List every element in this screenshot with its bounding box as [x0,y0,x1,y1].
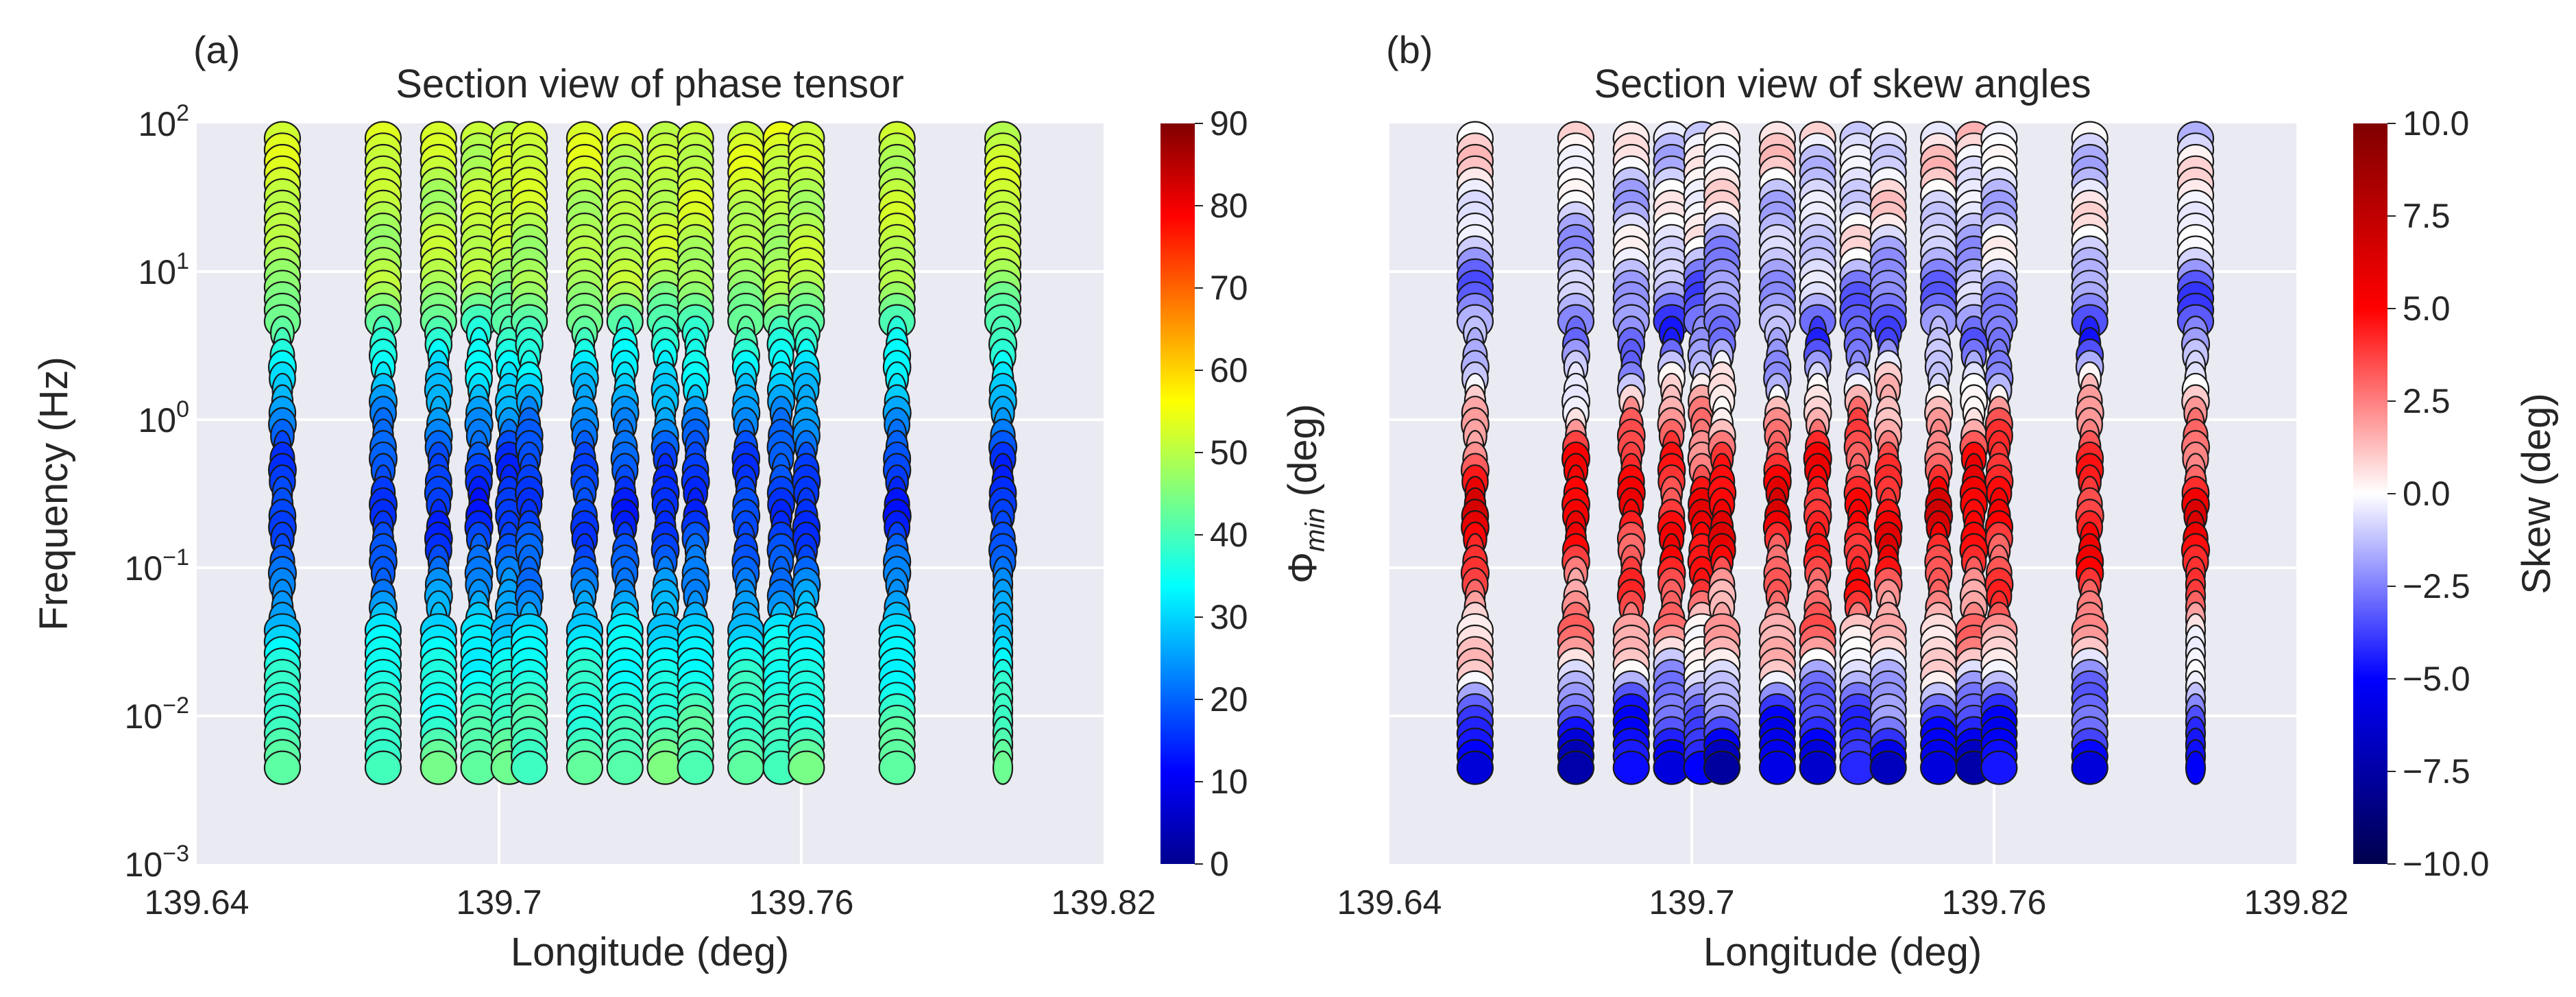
colorbar-a-gradient [1161,123,1195,864]
panel-a-colorbar: 0 10 20 30 40 50 60 70 80 90 Φmin (deg) [1161,104,1330,883]
y-tick-label-1e-1: 10−1 [125,544,189,588]
panel-a-markers [263,121,1022,785]
data-marker [1869,750,1907,785]
panel-a-x-ticks: 139.64 139.7 139.76 139.82 [145,883,1156,922]
colorbar-tick-label: 80 [1210,187,1248,225]
x-tick-label-139-76: 139.76 [749,883,854,922]
data-marker [727,750,765,785]
panel-a-x-axis-label: Longitude (deg) [511,930,789,974]
data-marker [1758,750,1797,785]
data-marker [510,750,548,785]
panel-b: (b) Section view of skew angles 139.64 1… [1337,28,2559,974]
colorbar-tick-label: 60 [1210,351,1248,389]
data-marker [2185,750,2207,785]
colorbar-tick-label: 7.5 [2403,197,2451,235]
colorbar-tick-label: 70 [1210,269,1248,307]
colorbar-tick-label: −7.5 [2403,752,2470,791]
x-tick-label-139-7: 139.7 [1649,883,1734,922]
data-marker [1557,750,1595,785]
colorbar-b-label: Skew (deg) [2514,393,2559,594]
data-marker [1980,750,2018,785]
y-tick-label-1e1: 101 [138,248,189,291]
panel-a-label: (a) [193,28,240,71]
colorbar-tick-label: 20 [1210,680,1248,719]
data-marker [1456,750,1494,785]
data-marker [566,750,604,785]
data-marker [1703,750,1741,785]
colorbar-tick-label: 50 [1210,433,1248,472]
data-marker [677,750,714,785]
panel-a-y-ticks: 102 101 100 10−1 10−2 10−3 [125,100,189,884]
colorbar-tick-label: −2.5 [2403,567,2470,605]
data-marker [788,750,825,785]
colorbar-a-label: Φmin (deg) [1280,404,1330,584]
data-marker [420,750,457,785]
data-marker [606,750,644,785]
data-marker [263,750,302,785]
panel-b-title: Section view of skew angles [1594,62,2091,106]
data-marker [1612,750,1650,785]
x-tick-label-139-7: 139.7 [456,883,542,922]
data-marker [364,750,402,785]
colorbar-tick-label: −5.0 [2403,660,2470,698]
panel-b-x-ticks: 139.64 139.7 139.76 139.82 [1337,883,2349,922]
panel-a-title: Section view of phase tensor [396,62,904,106]
panel-a: (a) Section view of phase tensor 102 101… [32,28,1330,974]
data-marker [992,750,1014,785]
panel-b-x-axis-label: Longitude (deg) [1703,930,1982,974]
panel-a-y-axis-label: Frequency (Hz) [32,357,76,631]
colorbar-tick-label: 0.0 [2403,475,2451,513]
x-tick-label-139-82: 139.82 [2244,883,2349,922]
y-tick-label-1e0: 100 [138,396,189,440]
colorbar-b-ticks: −10.0 −7.5 −5.0 −2.5 0.0 2.5 5.0 7.5 10.0 [2387,104,2490,883]
colorbar-tick-label: 40 [1210,516,1248,554]
y-tick-label-1e2: 102 [138,100,189,143]
panel-b-colorbar: −10.0 −7.5 −5.0 −2.5 0.0 2.5 5.0 7.5 10.0 Skew (… [2353,104,2559,883]
colorbar-tick-label: 5.0 [2403,289,2451,328]
colorbar-a-ticks: 0 10 20 30 40 50 60 70 80 90 [1195,104,1248,883]
y-tick-label-1e-2: 10−2 [125,693,189,736]
x-tick-label-139-64: 139.64 [1337,883,1442,922]
data-marker [2071,750,2109,785]
data-marker [1920,750,1958,785]
colorbar-tick-label: 0 [1210,845,1229,883]
panel-b-markers [1456,121,2215,785]
data-marker [1799,750,1836,785]
colorbar-tick-label: 10.0 [2403,104,2469,143]
data-marker [878,750,916,785]
colorbar-tick-label: −10.0 [2403,845,2490,883]
y-tick-label-1e-3: 10−3 [125,841,189,884]
colorbar-tick-label: 10 [1210,762,1248,801]
x-tick-label-139-82: 139.82 [1052,883,1156,922]
colorbar-tick-label: 2.5 [2403,382,2451,420]
x-tick-label-139-76: 139.76 [1942,883,2047,922]
panel-b-label: (b) [1386,28,1433,71]
x-tick-label-139-64: 139.64 [145,883,250,922]
colorbar-tick-label: 90 [1210,104,1248,143]
colorbar-tick-label: 30 [1210,598,1248,636]
colorbar-b-gradient [2353,123,2387,864]
